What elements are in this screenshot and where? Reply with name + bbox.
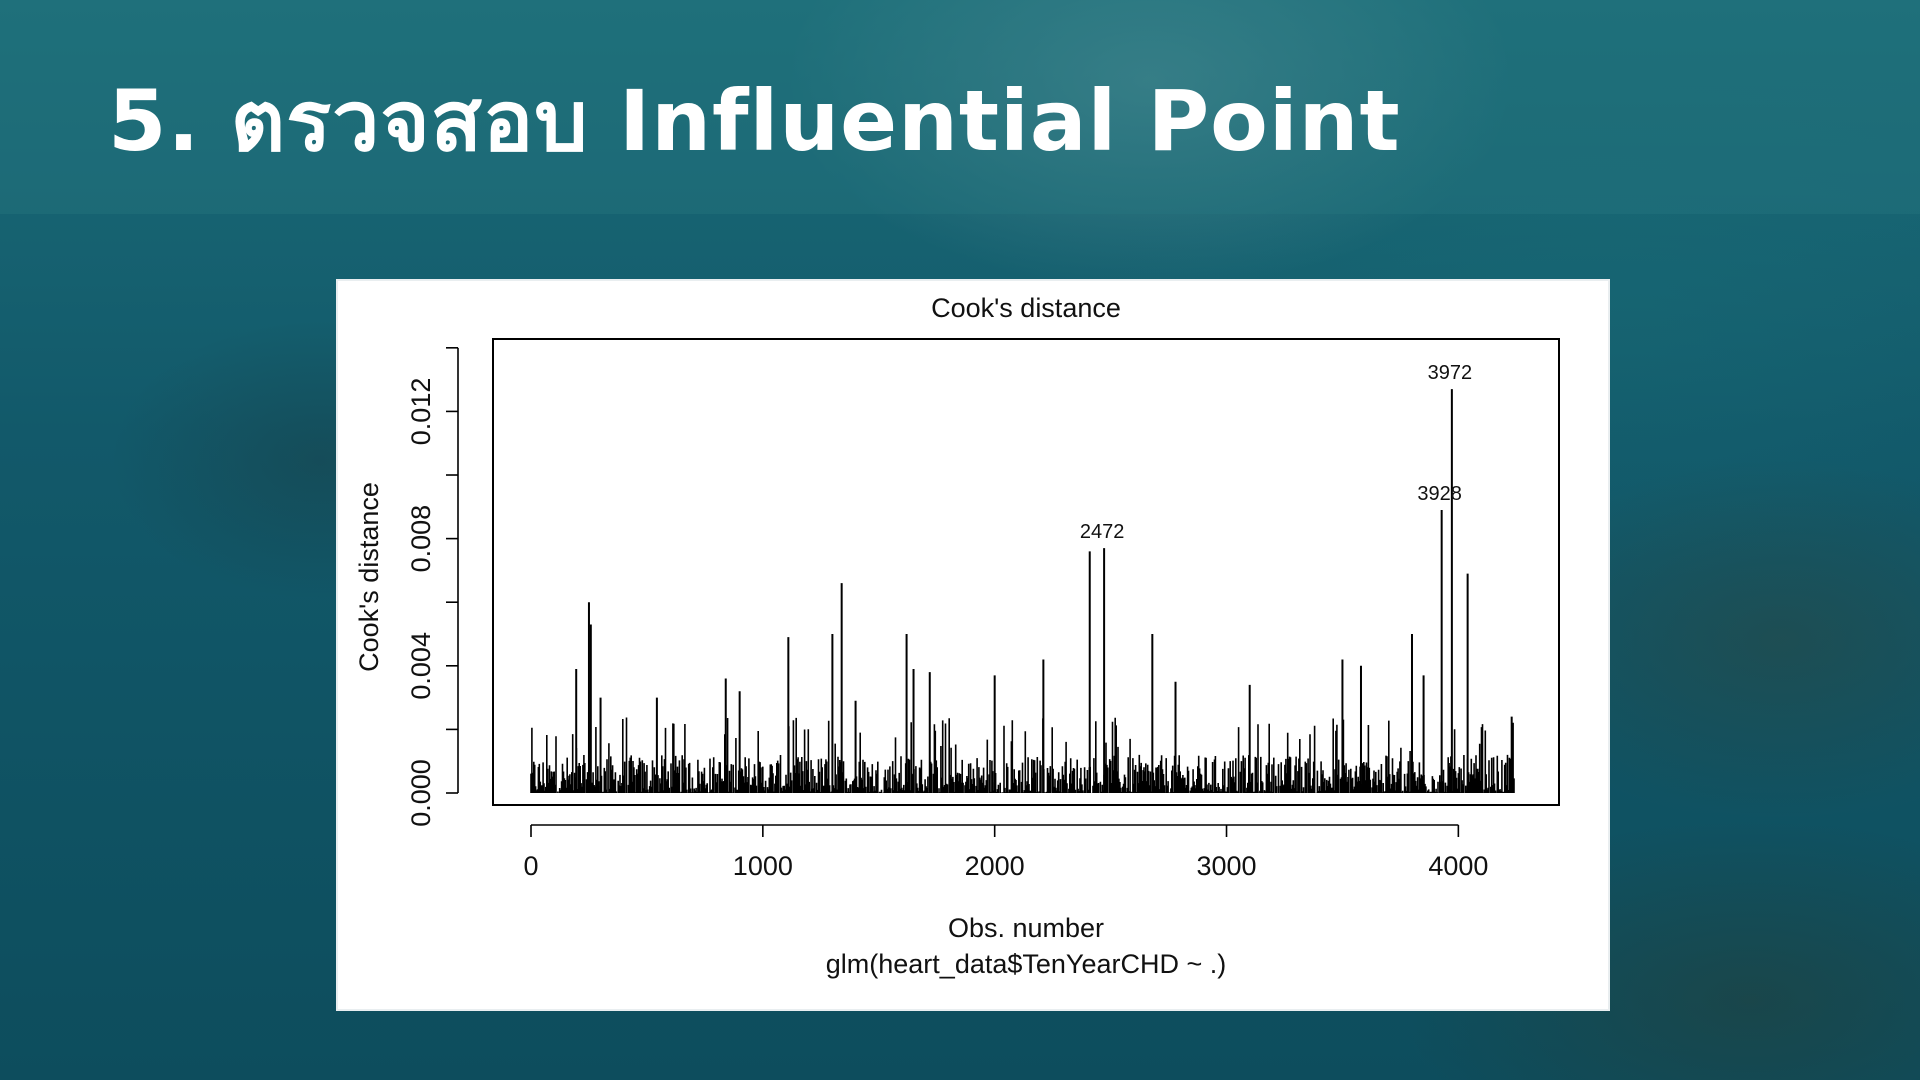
y-axis-label: Cook's distance (354, 482, 384, 672)
y-tick-label: 0.004 (406, 632, 436, 700)
y-tick-label: 0.000 (406, 759, 436, 827)
x-tick-label: 4000 (1428, 851, 1488, 881)
chart-title: Cook's distance (931, 293, 1121, 323)
y-axis: 0.000 0.004 0.008 0.012 (406, 347, 459, 827)
x-tick-label: 0 (523, 851, 538, 881)
point-labels: 2472 3928 3972 (1080, 362, 1472, 543)
x-axis-label: Obs. number (948, 913, 1104, 943)
point-label-3928: 3928 (1417, 483, 1462, 505)
x-tick-label: 1000 (733, 851, 793, 881)
bars-group (530, 389, 1515, 793)
chart-subtitle: glm(heart_data$TenYearCHD ~ .) (826, 949, 1226, 979)
point-label-2472: 2472 (1080, 521, 1125, 543)
x-tick-label: 2000 (965, 851, 1025, 881)
title-band (0, 0, 1920, 214)
cooks-distance-chart: Cook's distance Obs. number glm(heart_da… (354, 293, 1560, 979)
x-tick-label: 3000 (1196, 851, 1256, 881)
x-axis: 0 1000 2000 3000 4000 (523, 824, 1488, 881)
y-tick-label: 0.008 (406, 505, 436, 573)
chart-panel: Cook's distance Obs. number glm(heart_da… (336, 279, 1610, 1011)
background-spikes (530, 717, 1515, 793)
y-tick-label: 0.012 (406, 378, 436, 446)
plot-area-box (492, 338, 1560, 806)
slide-title: 5. ตรวจสอบ Influential Point (108, 72, 1401, 170)
point-label-3972: 3972 (1428, 362, 1473, 384)
